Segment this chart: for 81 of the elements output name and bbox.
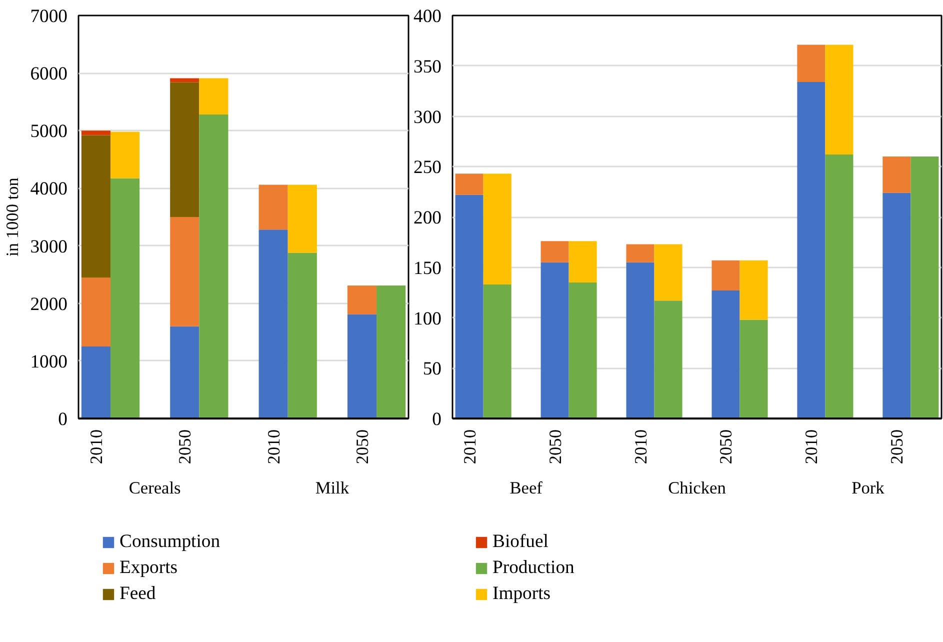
- text: Cereals: [128, 478, 182, 498]
- bar: [110, 178, 140, 418]
- x-tick-label: 2050: [546, 430, 565, 464]
- bar: [654, 244, 682, 301]
- text: Pork: [852, 478, 885, 498]
- y-tick-label: 6000: [30, 64, 68, 85]
- text: Beef: [510, 478, 543, 498]
- y-tick-label: 7000: [30, 6, 68, 27]
- bar: [882, 192, 911, 418]
- legend-label: Exports: [120, 556, 179, 578]
- legend-label: Biofuel: [492, 530, 550, 552]
- y-tick-label: 4000: [30, 178, 68, 200]
- bar: [376, 286, 406, 418]
- y-tick-label: 5000: [30, 121, 68, 142]
- y-tick-label: 250: [414, 157, 442, 178]
- bar: [540, 262, 569, 418]
- x-tick-label: 2010: [802, 430, 822, 464]
- bar: [81, 277, 110, 347]
- legend-label: Consumption: [120, 530, 222, 552]
- bar: [797, 82, 826, 418]
- x-tick-label: 2050: [716, 430, 736, 464]
- x-tick-label: 2010: [631, 430, 650, 464]
- x-tick-label: 2050: [888, 430, 907, 464]
- bar: [81, 346, 110, 418]
- bar: [825, 44, 854, 155]
- y-tick-label: 50: [422, 358, 442, 380]
- bar: [288, 184, 317, 253]
- y-tick-label: 2000: [30, 294, 68, 315]
- bar: [110, 132, 140, 178]
- x-tick-label: 2010: [86, 430, 106, 464]
- x-tick-label: 2050: [352, 430, 372, 464]
- y-tick-label: 300: [414, 106, 442, 128]
- bar: [797, 44, 826, 82]
- bar: [910, 156, 939, 418]
- bar: [170, 82, 200, 217]
- x-tick-label: 2050: [176, 430, 195, 464]
- bar: [347, 286, 377, 314]
- y-tick-label: 400: [414, 6, 442, 27]
- y-tick-label: 1000: [30, 351, 68, 372]
- bar: [455, 174, 484, 195]
- y-tick-label: 200: [414, 208, 442, 228]
- bar: [740, 320, 768, 418]
- y-tick-label: 3000: [30, 236, 68, 258]
- y-tick-label: 0: [58, 409, 68, 430]
- bar: [568, 241, 597, 282]
- text: Chicken: [668, 478, 726, 498]
- bar: [740, 260, 768, 320]
- bar: [483, 284, 512, 418]
- bar: [882, 156, 911, 193]
- text: Milk: [315, 478, 350, 498]
- y-tick-label: 350: [414, 56, 442, 78]
- x-tick-label: 2010: [264, 430, 284, 464]
- bar: [258, 184, 288, 230]
- bar: [626, 262, 654, 418]
- bar: [540, 241, 569, 262]
- bar: [712, 290, 740, 418]
- y-tick-label: 100: [414, 308, 442, 330]
- bar: [347, 314, 377, 418]
- y-axis-title: in 1000 ton: [3, 177, 22, 256]
- bar: [712, 260, 740, 291]
- legend-label: Production: [492, 556, 576, 578]
- bar: [81, 135, 110, 278]
- bar: [483, 174, 512, 285]
- bar: [626, 244, 654, 262]
- bar: [199, 114, 228, 418]
- bar: [81, 130, 110, 136]
- bar: [170, 217, 200, 326]
- legend-label: Feed: [120, 582, 157, 604]
- legend-label: Imports: [492, 582, 552, 604]
- bar: [258, 230, 288, 418]
- bar: [170, 78, 200, 82]
- y-tick-label: 0: [432, 409, 442, 430]
- bar: [170, 326, 200, 418]
- bar: [199, 78, 228, 115]
- bar: [568, 282, 597, 418]
- bar: [654, 300, 682, 418]
- y-tick-label: 150: [414, 258, 442, 279]
- bar: [288, 252, 317, 418]
- x-tick-label: 2010: [460, 430, 480, 464]
- bar: [825, 154, 854, 418]
- bar: [455, 194, 484, 418]
